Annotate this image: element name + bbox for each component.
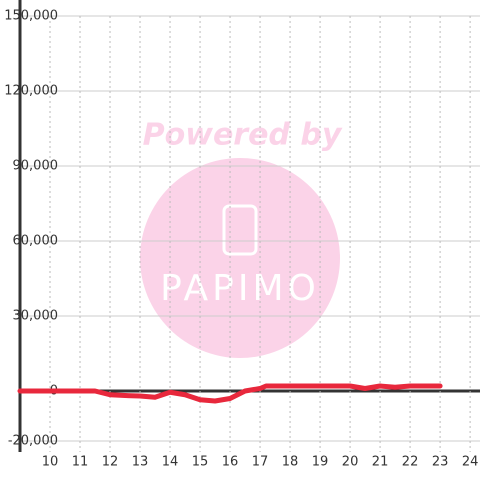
x-tick-label: 23 [432, 455, 449, 470]
x-tick-label: 18 [282, 455, 299, 470]
y-tick-label: 120,000 [4, 84, 58, 99]
x-tick-label: 17 [252, 455, 269, 470]
x-tick-label: 19 [312, 455, 329, 470]
watermark-text: Powered by [143, 118, 343, 153]
data-line [17, 383, 443, 404]
watermark-circle [140, 158, 340, 358]
x-tick-label: 15 [192, 455, 209, 470]
x-tick-label: 10 [42, 455, 59, 470]
y-tick-label: 90,000 [13, 159, 59, 174]
x-tick-label: 22 [402, 455, 419, 470]
x-tick-label: 11 [72, 455, 89, 470]
y-tick-label: 30,000 [13, 309, 59, 324]
x-tick-label: 14 [162, 455, 179, 470]
x-tick-label: 20 [342, 455, 359, 470]
watermark-logo: PAPIMO [160, 268, 320, 309]
x-tick-label: 13 [132, 455, 149, 470]
y-tick-label: 60,000 [13, 234, 59, 249]
watermark-phone [222, 204, 258, 256]
x-tick-label: 16 [222, 455, 239, 470]
y-tick-label: 150,000 [4, 9, 58, 24]
x-tick-label: 21 [372, 455, 389, 470]
x-tick-label: 12 [102, 455, 119, 470]
x-tick-label: 24 [462, 455, 479, 470]
